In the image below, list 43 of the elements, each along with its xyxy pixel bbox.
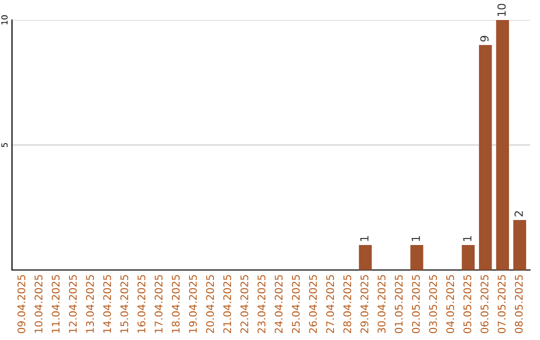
x-tick-label: 17.04.2025: [154, 275, 163, 333]
x-tick-label: 27.04.2025: [326, 275, 334, 334]
x-tick-label: 26.04.2025: [309, 275, 317, 334]
x-tick-label: 23.04.2025: [258, 275, 266, 334]
y-tick-label: 5: [1, 143, 8, 148]
x-tick-label: 10.04.2025: [34, 275, 42, 333]
x-tick-label: 06.05.2025: [480, 275, 488, 334]
x-tick-label: 18.04.2025: [172, 275, 180, 333]
bar: [410, 245, 424, 270]
bar: [462, 245, 475, 270]
data-label: 1: [412, 236, 420, 241]
x-tick-label: 15.04.2025: [120, 275, 128, 333]
bar: [358, 245, 372, 270]
x-tick-label: 09.04.2025: [17, 275, 26, 334]
x-tick-label: 02.05.2025: [412, 275, 420, 334]
x-tick-label: 04.05.2025: [446, 275, 454, 334]
data-label: 1: [360, 236, 368, 241]
x-tick-label: 11.04.2025: [52, 275, 60, 333]
x-tick-label: 29.04.2025: [360, 275, 368, 334]
x-tick-label: 20.04.2025: [206, 275, 214, 334]
x-tick-label: 22.04.2025: [240, 275, 248, 334]
x-tick-label: 03.05.2025: [429, 275, 437, 334]
x-tick-label: 30.04.2025: [378, 275, 386, 334]
x-tick-label: 01.05.2025: [394, 275, 403, 334]
x-tick-label: 12.04.2025: [68, 275, 77, 333]
data-label: 2: [514, 211, 523, 216]
x-tick-label: 16.04.2025: [138, 275, 146, 333]
x-tick-label: 05.05.2025: [463, 275, 472, 334]
x-tick-label: 19.04.2025: [188, 275, 197, 333]
x-tick-label: 24.04.2025: [274, 275, 283, 334]
data-label: 1: [463, 236, 472, 241]
x-tick-label: 08.05.2025: [514, 275, 523, 334]
bar: [496, 20, 509, 270]
x-tick-label: 13.04.2025: [86, 275, 94, 333]
x-tick-label: 14.04.2025: [103, 275, 112, 333]
x-tick-label: 28.04.2025: [343, 275, 352, 334]
x-tick-label: 21.04.2025: [223, 275, 232, 334]
data-label: 9: [480, 36, 489, 42]
bar: [513, 220, 526, 270]
x-tick-label: 07.05.2025: [498, 275, 506, 334]
bar: [478, 45, 492, 270]
data-label: 10: [497, 4, 506, 16]
x-tick-label: 25.04.2025: [292, 275, 300, 334]
